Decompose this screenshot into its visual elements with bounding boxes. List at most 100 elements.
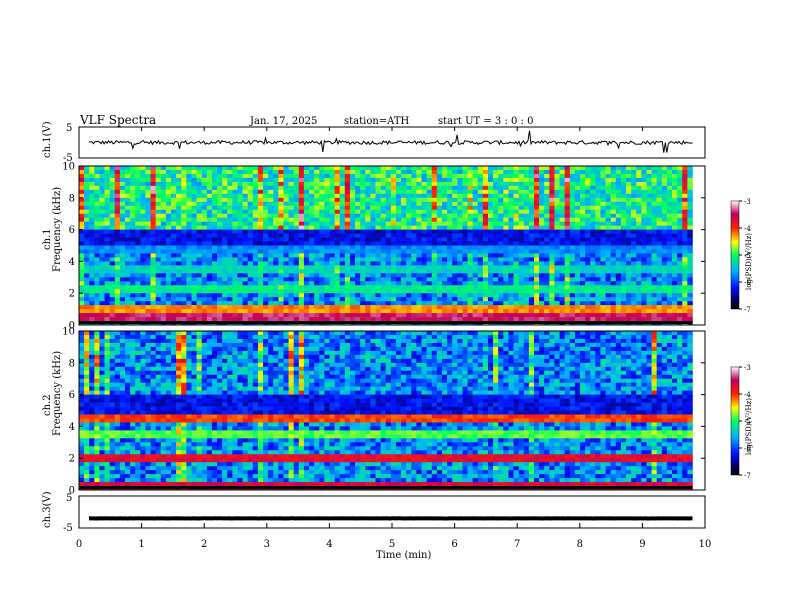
spectrogram-cell [237,301,243,306]
spectrogram-cell [329,225,335,230]
spectrogram-cell [580,237,586,242]
spectrogram-cell [196,213,202,218]
spectrogram-cell [181,237,187,242]
spectrogram-cell [309,217,315,222]
spectrogram-cell [309,177,315,183]
spectrogram-cell [201,177,208,183]
spectrogram-cell [406,229,412,234]
spectrogram-cell [656,285,663,290]
spectrogram-cell [84,378,90,383]
spectrogram-cell [324,273,330,278]
spectrogram-cell [171,257,177,262]
spectrogram-cell [125,261,131,266]
spectrogram-cell [503,241,509,246]
spectrogram-cell [416,249,422,254]
spectrogram-cell [319,209,325,214]
spectrogram-cell [314,217,320,222]
spectrogram-cell [329,173,335,179]
spectrogram-cell [620,297,627,302]
spectrogram-cell [130,177,136,183]
spectrogram-cell [447,317,453,322]
spectrogram-cell [344,169,351,175]
spectrogram-cell [252,285,259,290]
spectrogram-cell [150,189,156,195]
spectrogram-cell [626,257,632,262]
spectrogram-cell [651,209,657,214]
spectrogram-cell [462,269,468,274]
spectrogram-cell [605,185,611,191]
spectrogram-cell [615,237,622,242]
spectrogram-cell [293,273,300,278]
spectrogram-cell [401,221,407,226]
spectrogram-cell [171,197,177,203]
spectrogram-cell [288,249,295,254]
spectrogram-cell [595,173,601,179]
spectrogram-cell [503,201,509,207]
spectrogram-cell [84,297,90,302]
spectrogram-cell [416,193,422,199]
spectrogram-cell [401,249,407,254]
spectrogram-cell [104,229,110,234]
spectrogram-cell [79,334,85,340]
spectrogram-cell [84,261,90,266]
spectrogram-cell [257,173,264,179]
spectrogram-cell [508,229,514,234]
spectrogram-cell [416,225,422,230]
spectrogram-cell [580,277,586,282]
spectrogram-cell [682,213,688,218]
spectrogram-cell [605,213,611,218]
spectrogram-cell [273,209,279,214]
spectrogram-cell [329,245,335,250]
spectrogram-cell [600,293,606,298]
spectrogram-cell [651,237,657,242]
spectrogram-cell [549,301,555,306]
spectrogram-cell [130,301,136,306]
spectrogram-cell [339,265,346,270]
spectrogram-cell [211,201,218,207]
spectrogram-cell [298,305,305,310]
spectrogram-cell [447,181,453,187]
spectrogram-cell [99,197,105,203]
spectrogram-cell [171,313,177,318]
spectrogram-cell [135,249,141,254]
spectrogram-cell [232,225,238,230]
spectrogram-cell [206,293,213,298]
spectrogram-cell [390,285,397,290]
spectrogram-cell [268,193,274,199]
spectrogram-cell [385,253,392,258]
spectrogram-cell [89,309,95,314]
spectrogram-cell [288,293,295,298]
spectrogram-cell [273,189,279,195]
spectrogram-cell [651,213,657,218]
spectrogram-cell [191,213,197,218]
spectrogram-cell [84,370,90,376]
spectrogram-cell [498,193,504,199]
spectrogram-cell [344,181,351,187]
spectrogram-cell [227,309,233,314]
spectrogram-cell [426,285,433,290]
spectrogram-cell [365,249,371,254]
spectrogram-cell [370,265,376,270]
spectrogram-cell [661,273,668,278]
spectrogram-cell [508,213,514,218]
spectrogram-cell [252,277,259,282]
spectrogram-cell [436,233,443,238]
spectrogram-cell [487,217,494,222]
spectrogram-cell [145,217,151,222]
spectrogram-cell [365,305,371,310]
spectrogram-cell [94,293,100,298]
ytick-label: 8 [69,193,75,204]
spectrogram-cell [600,217,606,222]
spectrogram-cell [171,317,177,322]
spectrogram-cell [493,285,499,290]
spectrogram-cell [534,201,540,207]
spectrogram-cell [672,181,678,187]
spectrogram-cell [339,301,346,306]
spectrogram-cell [232,193,238,199]
spectrogram-cell [574,297,581,302]
spectrogram-cell [232,201,238,207]
spectrogram-cell [119,249,126,254]
spectrogram-cell [222,293,228,298]
spectrogram-cell [493,169,499,175]
spectrogram-cell [661,253,668,258]
